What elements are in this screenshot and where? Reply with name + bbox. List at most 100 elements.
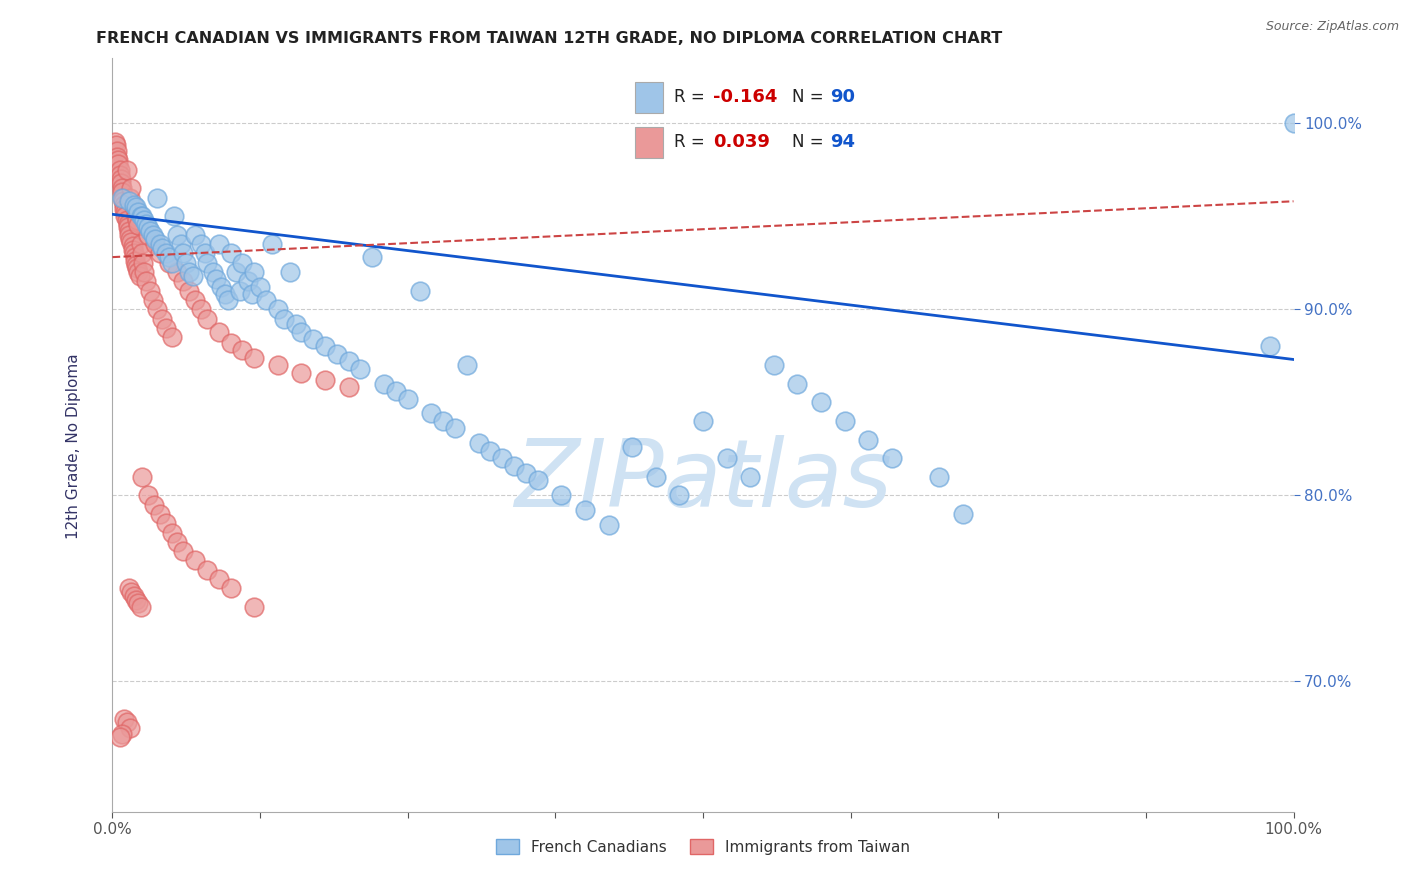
Point	[125, 258, 148, 272]
Point	[249, 280, 271, 294]
Point	[1258, 339, 1281, 353]
Point	[219, 582, 242, 596]
Point	[456, 358, 478, 372]
Point	[267, 358, 290, 372]
Point	[337, 354, 360, 368]
Point	[136, 227, 159, 242]
Point	[928, 469, 950, 483]
Point	[120, 721, 142, 735]
Point	[112, 712, 135, 726]
Point	[127, 596, 149, 610]
Point	[181, 268, 204, 283]
Point	[503, 458, 526, 473]
Point	[810, 395, 832, 409]
Point	[550, 488, 572, 502]
Point	[880, 451, 903, 466]
Point	[155, 516, 177, 531]
Point	[219, 246, 242, 260]
Point	[108, 168, 131, 182]
Point	[105, 144, 128, 158]
Point	[110, 176, 132, 190]
Point	[238, 274, 260, 288]
Text: FRENCH CANADIAN VS IMMIGRANTS FROM TAIWAN 12TH GRADE, NO DIPLOMA CORRELATION CHA: FRENCH CANADIAN VS IMMIGRANTS FROM TAIWA…	[96, 31, 1002, 46]
Point	[118, 194, 141, 209]
Point	[117, 220, 139, 235]
Point	[361, 250, 384, 264]
Point	[118, 582, 141, 596]
Point	[396, 392, 419, 406]
Point	[149, 237, 172, 252]
Point	[118, 224, 141, 238]
Point	[172, 246, 194, 260]
Point	[129, 237, 152, 252]
Point	[104, 135, 127, 149]
Point	[385, 384, 408, 398]
Point	[172, 544, 194, 558]
Point	[174, 256, 197, 270]
Point	[208, 572, 231, 586]
Point	[122, 246, 145, 260]
Point	[111, 190, 134, 204]
Point	[128, 268, 150, 283]
Point	[157, 250, 180, 264]
Point	[267, 302, 290, 317]
Point	[149, 246, 172, 260]
Point	[142, 227, 165, 242]
Point	[127, 265, 149, 279]
Point	[121, 239, 143, 253]
Point	[120, 190, 142, 204]
Point	[143, 231, 166, 245]
Point	[349, 361, 371, 376]
Point	[243, 265, 266, 279]
Point	[127, 213, 149, 227]
Point	[195, 311, 218, 326]
Point	[1282, 116, 1305, 130]
Point	[491, 451, 513, 466]
Point	[139, 224, 162, 238]
Point	[834, 414, 856, 428]
Point	[184, 553, 207, 567]
Point	[139, 284, 162, 298]
Point	[120, 181, 142, 195]
Point	[284, 317, 307, 331]
Point	[118, 227, 141, 242]
Point	[129, 599, 152, 614]
Point	[194, 246, 217, 260]
Point	[120, 231, 142, 245]
Point	[420, 407, 443, 421]
Point	[108, 162, 131, 177]
Point	[110, 172, 132, 186]
Point	[135, 274, 157, 288]
Point	[260, 237, 283, 252]
Point	[225, 265, 247, 279]
Point	[373, 376, 395, 391]
Point	[217, 293, 239, 307]
Point	[124, 250, 146, 264]
Text: ZIPatlas: ZIPatlas	[515, 434, 891, 525]
Point	[786, 376, 808, 391]
Point	[201, 265, 224, 279]
Point	[208, 237, 231, 252]
Point	[150, 241, 173, 255]
Point	[122, 589, 145, 603]
Point	[278, 265, 301, 279]
Point	[122, 198, 145, 212]
Point	[120, 585, 142, 599]
Point	[105, 138, 128, 153]
Point	[170, 237, 193, 252]
Point	[111, 185, 134, 199]
Point	[273, 311, 295, 326]
Point	[155, 246, 177, 260]
Point	[166, 534, 188, 549]
Point	[115, 162, 138, 177]
Point	[166, 227, 188, 242]
Point	[762, 358, 785, 372]
Point	[444, 421, 467, 435]
Point	[146, 190, 169, 204]
Point	[231, 256, 253, 270]
Point	[136, 220, 159, 235]
Point	[134, 265, 156, 279]
Point	[112, 198, 135, 212]
Point	[149, 507, 172, 521]
Point	[290, 366, 312, 380]
